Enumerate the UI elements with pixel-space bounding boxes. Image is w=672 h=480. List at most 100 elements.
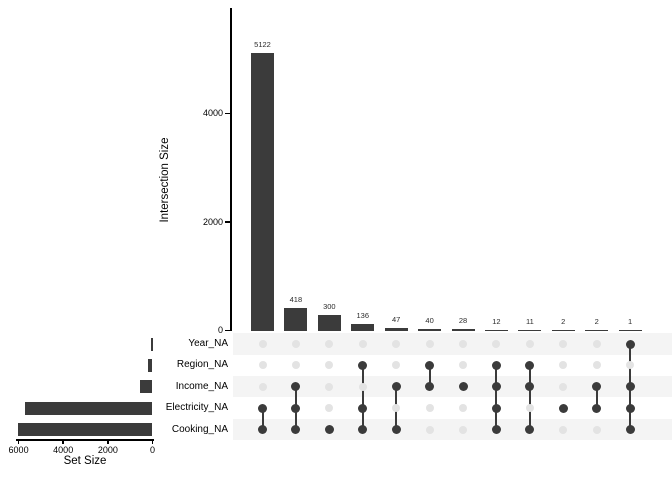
intersection-bar xyxy=(618,329,642,331)
membership-dot-inactive xyxy=(425,340,434,348)
membership-dot-active xyxy=(324,425,334,435)
intersection-bar-value: 40 xyxy=(425,315,434,325)
intersection-connector-line xyxy=(261,408,264,430)
intersection-bar xyxy=(451,328,475,331)
membership-dot-inactive xyxy=(592,425,601,434)
membership-dot-inactive xyxy=(325,404,334,413)
membership-dot-inactive xyxy=(425,425,434,434)
set-size-tick-label: 4000 xyxy=(53,444,74,455)
membership-dot-active xyxy=(358,360,368,370)
intersection-bar xyxy=(518,329,542,331)
intersection-axis-title: Intersection Size xyxy=(159,137,171,223)
membership-dot-inactive xyxy=(425,404,434,413)
membership-dot-inactive xyxy=(459,361,468,370)
intersection-connector-line xyxy=(595,386,598,409)
membership-dot-inactive xyxy=(559,340,568,348)
membership-dot-inactive xyxy=(325,361,334,370)
set-size-tick-mark xyxy=(151,439,154,444)
membership-dot-active xyxy=(425,382,435,392)
membership-dot-active xyxy=(258,403,267,413)
membership-dot-active xyxy=(625,403,635,413)
intersection-bar xyxy=(418,328,442,331)
intersection-bar-value: 1 xyxy=(628,316,633,326)
intersection-bar-value: 300 xyxy=(323,301,336,311)
membership-dot-active xyxy=(358,425,368,435)
membership-dot-inactive xyxy=(559,425,568,434)
membership-dot-inactive xyxy=(459,340,468,348)
membership-dot-inactive xyxy=(559,361,568,370)
membership-dot-inactive xyxy=(291,361,300,370)
membership-dot-inactive xyxy=(592,340,601,348)
membership-dot-active xyxy=(525,360,535,370)
matrix-row-stripe xyxy=(233,376,672,398)
membership-dot-inactive xyxy=(459,404,468,413)
set-size-bar xyxy=(25,401,153,415)
membership-dot-inactive xyxy=(258,361,267,370)
intersection-connector-line xyxy=(361,365,364,430)
membership-dot-active xyxy=(391,382,401,392)
membership-dot-inactive xyxy=(392,340,401,348)
membership-dot-inactive xyxy=(592,361,601,370)
matrix-row-stripe xyxy=(233,418,672,441)
membership-dot-active xyxy=(592,403,602,413)
membership-dot-active xyxy=(525,425,535,435)
membership-dot-inactive xyxy=(459,425,468,434)
intersection-bar xyxy=(317,314,341,331)
intersection-y-axis-line xyxy=(230,8,232,331)
set-size-tick-mark xyxy=(17,439,20,444)
intersection-bar xyxy=(251,52,274,331)
membership-dot-inactive xyxy=(358,382,367,391)
membership-dot-active xyxy=(358,403,368,413)
intersection-bar xyxy=(384,327,408,331)
set-size-tick-label: 0 xyxy=(149,444,155,455)
intersection-tick-mark xyxy=(225,329,230,332)
membership-dot-inactive xyxy=(392,361,401,370)
intersection-tick-mark xyxy=(225,221,230,223)
intersection-bar-value: 5122 xyxy=(254,39,271,49)
set-row-label: Income_NA xyxy=(175,380,228,392)
set-row-label: Cooking_NA xyxy=(171,423,228,435)
set-size-tick-label: 2000 xyxy=(97,444,118,455)
membership-dot-active xyxy=(625,339,635,349)
membership-dot-inactive xyxy=(525,340,534,348)
intersection-bar-value: 2 xyxy=(561,316,566,326)
membership-dot-active xyxy=(625,425,635,435)
membership-dot-inactive xyxy=(258,340,267,348)
set-row-label: Year_NA xyxy=(188,338,228,349)
intersection-bar-value: 28 xyxy=(458,315,468,325)
set-size-bar xyxy=(17,423,153,437)
intersection-bar-value: 12 xyxy=(492,316,501,326)
intersection-bar-value: 136 xyxy=(356,310,369,320)
membership-dot-active xyxy=(258,425,267,435)
intersection-bar-value: 11 xyxy=(525,316,534,326)
intersection-bar xyxy=(551,329,575,331)
membership-dot-active xyxy=(592,382,602,392)
intersection-bar-value: 47 xyxy=(392,314,401,324)
intersection-bar xyxy=(484,329,508,331)
set-row-label: Electricity_NA xyxy=(165,402,228,414)
set-size-tick-mark xyxy=(62,439,64,444)
intersection-connector-line xyxy=(495,365,498,430)
membership-dot-active xyxy=(525,382,535,392)
membership-dot-inactive xyxy=(392,404,401,413)
intersection-connector-line xyxy=(528,365,531,430)
membership-dot-active xyxy=(491,403,501,413)
set-size-tick-mark xyxy=(107,439,109,444)
set-size-bar xyxy=(148,358,153,372)
membership-dot-inactive xyxy=(492,340,501,348)
membership-dot-active xyxy=(391,425,401,435)
membership-dot-inactive xyxy=(559,382,568,391)
intersection-bar xyxy=(585,329,609,331)
set-size-axis-title: Set Size xyxy=(63,455,107,467)
intersection-tick-label: 2000 xyxy=(202,216,223,227)
intersection-connector-line xyxy=(428,365,431,387)
membership-dot-inactive xyxy=(525,404,534,413)
intersection-tick-label: 4000 xyxy=(202,108,223,118)
set-row-label: Region_NA xyxy=(176,359,228,371)
intersection-tick-mark xyxy=(225,112,230,115)
membership-dot-inactive xyxy=(291,340,300,348)
membership-dot-inactive xyxy=(358,340,367,348)
membership-dot-active xyxy=(291,382,301,392)
membership-dot-active xyxy=(491,382,501,392)
